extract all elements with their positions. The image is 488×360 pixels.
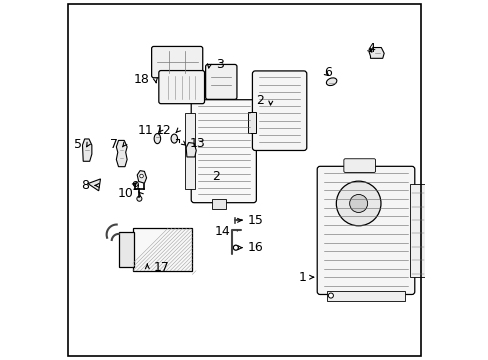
Bar [211,199,226,209]
Text: 16: 16 [247,241,264,254]
Text: 9: 9 [131,180,139,193]
FancyBboxPatch shape [159,71,204,104]
Text: 2: 2 [212,170,220,183]
Text: 11: 11 [138,124,153,137]
Text: 7: 7 [109,138,118,151]
Polygon shape [186,143,196,157]
Circle shape [349,194,367,212]
Circle shape [336,181,380,226]
FancyBboxPatch shape [343,159,375,172]
Ellipse shape [325,78,336,86]
FancyBboxPatch shape [252,71,306,150]
Polygon shape [137,171,146,183]
FancyBboxPatch shape [151,46,203,78]
FancyBboxPatch shape [317,166,414,294]
Bar [326,291,404,301]
Bar [247,112,256,133]
Text: 1: 1 [298,271,306,284]
FancyBboxPatch shape [205,64,237,99]
Text: 17: 17 [153,261,169,274]
Text: 14: 14 [215,225,230,238]
Text: 18: 18 [133,73,149,86]
Text: 5: 5 [74,138,81,150]
Bar [409,184,426,277]
Text: 12: 12 [156,124,171,137]
Text: 2: 2 [256,94,264,107]
Text: 13: 13 [189,137,205,150]
Circle shape [328,293,333,298]
Polygon shape [116,140,127,167]
Polygon shape [82,139,92,161]
Circle shape [140,174,143,178]
Text: 8: 8 [81,179,89,192]
Bar [133,228,192,271]
Text: 15: 15 [247,214,263,227]
Polygon shape [368,48,384,58]
Text: 10: 10 [118,187,134,200]
Text: 3: 3 [215,58,223,71]
Ellipse shape [171,134,177,143]
Text: 4: 4 [366,42,374,55]
FancyBboxPatch shape [191,100,256,203]
Text: 6: 6 [323,66,331,79]
Circle shape [233,245,238,250]
Circle shape [137,196,142,201]
Bar [185,113,195,189]
Bar [119,232,133,267]
Polygon shape [88,179,101,191]
Ellipse shape [154,134,160,144]
